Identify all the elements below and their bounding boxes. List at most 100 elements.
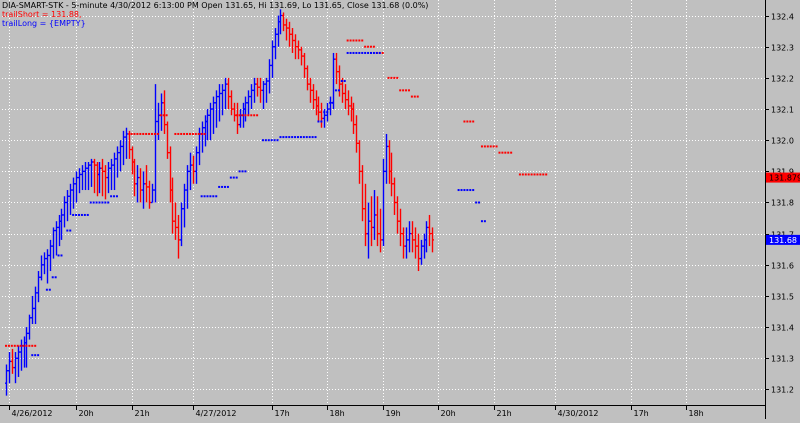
trail-short-dot [393, 76, 396, 79]
ohlc-bar [34, 286, 37, 324]
trail-short-dot [498, 151, 501, 154]
trail-short-dot [381, 51, 384, 54]
ohlc-bar [212, 96, 215, 134]
ohlc-bar [28, 314, 31, 340]
trail-long-dot [372, 51, 375, 54]
y-tick-label: 131.2 [771, 386, 794, 395]
trail-long-dot [45, 288, 48, 291]
trail-long-dot [101, 201, 104, 204]
ohlc-bar [180, 202, 183, 247]
trail-long-legend: trailLong = {EMPTY} [2, 19, 86, 28]
ohlc-bar [320, 102, 323, 128]
trail-short-dot [495, 145, 498, 148]
ohlc-bar [136, 165, 139, 203]
ohlc-bar [385, 133, 388, 184]
trail-short-dot [510, 151, 513, 154]
ohlc-bar [317, 96, 320, 122]
trail-short-dot [542, 173, 545, 176]
trail-long-dot [92, 201, 95, 204]
trail-short-dot [25, 344, 28, 347]
trail-short-dot [183, 132, 186, 135]
ohlc-bar [145, 165, 148, 203]
ohlc-bar [224, 77, 227, 110]
trail-long-dot [86, 213, 89, 216]
y-tick-label: 132.2 [771, 75, 794, 84]
trail-long-dot [203, 195, 206, 198]
trail-short-dot [387, 76, 390, 79]
trail-short-dot [524, 173, 527, 176]
trail-short-dot [413, 95, 416, 98]
trail-short-dot [241, 114, 244, 117]
trail-long-dot [31, 354, 34, 357]
ohlc-bar [227, 77, 230, 110]
trail-short-dot [370, 45, 372, 48]
trail-short-dot [521, 173, 524, 176]
y-tick-label: 132.0 [771, 137, 794, 146]
trail-long-dot [104, 201, 107, 204]
trail-short-dot [361, 39, 364, 42]
trail-long-dot [305, 136, 308, 139]
trail-long-dot [460, 189, 463, 192]
ohlc-bar [347, 90, 350, 116]
trail-short-dot [483, 145, 486, 148]
trail-short-dot [174, 132, 177, 135]
trail-short-dot [13, 344, 16, 347]
trail-short-dot [405, 89, 408, 92]
ohlc-bar [17, 345, 20, 377]
trail-short-dot [235, 114, 238, 117]
ohlc-bar [104, 165, 107, 200]
ohlc-bar [393, 177, 396, 215]
x-tick-label: 18h [689, 409, 704, 418]
ohlc-bar [93, 158, 96, 194]
trail-long-dot [267, 139, 270, 142]
chart-title: DIA-SMART-STK - 5-minute 4/30/2012 6:13:… [2, 1, 429, 10]
trail-short-dot [191, 132, 194, 135]
trail-short-dot [244, 114, 247, 117]
ohlc-bar [309, 77, 312, 103]
trail-long-dot [261, 139, 264, 142]
trail-short-dot [527, 173, 530, 176]
trail-short-dot [156, 132, 159, 135]
trail-short-dot [162, 114, 165, 117]
trail-short-dot [200, 132, 203, 135]
y-tick-label: 131.4 [771, 324, 794, 333]
trail-long-dot [273, 139, 276, 142]
trail-short-dot [136, 132, 139, 135]
trail-long-dot [107, 201, 110, 204]
trail-short-dot [165, 114, 168, 117]
trail-short-dot [186, 132, 189, 135]
trail-long-dot [483, 220, 486, 223]
trail-short-dot [31, 344, 34, 347]
trail-long-dot [218, 185, 221, 188]
ohlc-bar [396, 196, 399, 234]
trail-short-dot [7, 344, 10, 347]
trail-short-dot [399, 89, 402, 92]
ohlc-bar [420, 239, 423, 265]
trail-short-dot [396, 76, 399, 79]
trail-long-dot [311, 136, 314, 139]
ohlc-bar [244, 96, 247, 122]
trail-short-dot [197, 132, 200, 135]
ohlc-bar [5, 364, 8, 396]
ohlc-bar [8, 352, 11, 384]
trail-short-dot [469, 120, 472, 123]
ohlc-bar [72, 177, 75, 209]
trail-short-dot [530, 173, 533, 176]
trail-long-dot [212, 195, 215, 198]
ohlc-bar [87, 162, 90, 191]
trail-long-dot [299, 136, 302, 139]
ohlc-bar [279, 9, 282, 35]
trail-short-dot [463, 120, 466, 123]
trail-short-dot [472, 120, 475, 123]
ohlc-bar [262, 81, 265, 110]
ohlc-bar [98, 162, 101, 194]
trail-short-dot [133, 132, 136, 135]
trail-long-dot [264, 139, 267, 142]
trail-long-dot [323, 111, 326, 114]
trail-short-dot [130, 132, 133, 135]
trail-long-dot [332, 101, 335, 104]
trail-long-dot [320, 120, 323, 123]
trail-short-dot [410, 95, 413, 98]
ohlc-bar [195, 146, 198, 184]
